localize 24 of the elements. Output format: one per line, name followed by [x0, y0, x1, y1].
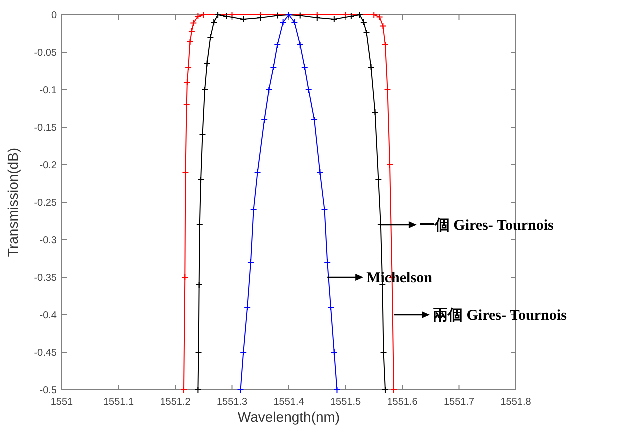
x-tick-label: 1551.5	[330, 397, 362, 408]
x-tick-label: 1551.8	[500, 397, 532, 408]
x-tick-label: 1551.4	[274, 397, 305, 408]
y-tick-label: -0.25	[34, 198, 58, 209]
x-tick-label: 1551.7	[444, 397, 475, 408]
y-tick-label: -0.15	[34, 123, 58, 134]
x-tick-label: 1551.2	[160, 397, 192, 408]
y-tick-label: -0.45	[34, 348, 58, 359]
y-tick-label: -0.3	[40, 236, 58, 246]
y-tick-label: -0.05	[34, 48, 58, 59]
x-tick-label: 1551.3	[216, 397, 248, 408]
y-tick-label: -0.4	[40, 310, 58, 322]
y-tick-label: -0.5	[40, 386, 58, 396]
y-axis-title: Transmission(dB)	[5, 148, 21, 258]
y-tick-label: -0.35	[34, 273, 58, 284]
y-tick-label: -0.2	[40, 160, 58, 172]
x-axis-title: Wavelength(nm)	[238, 409, 340, 425]
x-tick-label: 1551.6	[387, 397, 418, 408]
y-tick-label: -0.1	[40, 86, 58, 96]
x-tick-label: 1551.1	[103, 397, 134, 408]
annotation: 兩個 Gires- Tournois	[432, 307, 568, 324]
y-tick-label: 0	[51, 10, 58, 22]
annotation: 一個 Gires- Tournois	[420, 217, 554, 234]
x-tick-label: 1551	[50, 397, 74, 408]
